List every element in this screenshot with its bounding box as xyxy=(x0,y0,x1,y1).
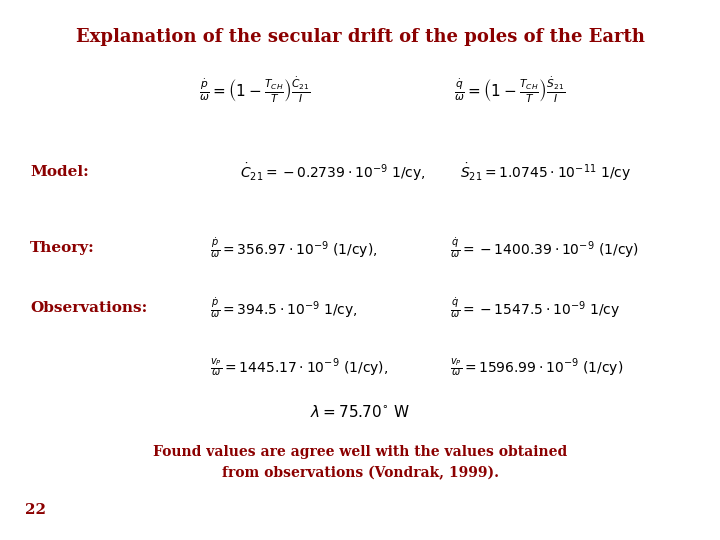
Text: 22: 22 xyxy=(25,503,46,517)
Text: Explanation of the secular drift of the poles of the Earth: Explanation of the secular drift of the … xyxy=(76,28,644,46)
Text: Model:: Model: xyxy=(30,165,89,179)
Text: $\dot{S}_{21} = 1.0745 \cdot 10^{-11}\ \mathrm{1/cy}$: $\dot{S}_{21} = 1.0745 \cdot 10^{-11}\ \… xyxy=(460,161,631,183)
Text: $\frac{v_P}{\omega} = 1445.17 \cdot 10^{-9}\ \mathrm{(1/cy),}$: $\frac{v_P}{\omega} = 1445.17 \cdot 10^{… xyxy=(210,357,388,379)
Text: $\frac{\dot{p}}{\omega} = 356.97 \cdot 10^{-9}\ \mathrm{(1/cy),}$: $\frac{\dot{p}}{\omega} = 356.97 \cdot 1… xyxy=(210,235,377,260)
Text: $\dot{C}_{21} = -0.2739 \cdot 10^{-9}\ \mathrm{1/cy,}$: $\dot{C}_{21} = -0.2739 \cdot 10^{-9}\ \… xyxy=(240,161,426,183)
Text: from observations (Vondrak, 1999).: from observations (Vondrak, 1999). xyxy=(222,466,498,480)
Text: $\frac{v_P}{\omega} = 1596.99 \cdot 10^{-9}\ \mathrm{(1/cy)}$: $\frac{v_P}{\omega} = 1596.99 \cdot 10^{… xyxy=(450,357,624,379)
Text: Theory:: Theory: xyxy=(30,241,95,255)
Text: Observations:: Observations: xyxy=(30,301,148,315)
Text: Found values are agree well with the values obtained: Found values are agree well with the val… xyxy=(153,445,567,459)
Text: $\lambda = 75.70^{\circ}\ \mathrm{W}$: $\lambda = 75.70^{\circ}\ \mathrm{W}$ xyxy=(310,404,410,420)
Text: $\frac{\dot{q}}{\omega} = -1547.5 \cdot 10^{-9}\ \mathrm{1/cy}$: $\frac{\dot{q}}{\omega} = -1547.5 \cdot … xyxy=(450,295,620,320)
Text: $\frac{\dot{q}}{\omega} = -1400.39 \cdot 10^{-9}\ \mathrm{(1/cy)}$: $\frac{\dot{q}}{\omega} = -1400.39 \cdot… xyxy=(450,235,639,260)
Text: $\frac{\dot{q}}{\omega} = \left(1 - \frac{T_{CH}}{T}\right)\frac{\dot{S}_{21}}{I: $\frac{\dot{q}}{\omega} = \left(1 - \fra… xyxy=(454,75,565,105)
Text: $\frac{\dot{p}}{\omega} = 394.5 \cdot 10^{-9}\ \mathrm{1/cy,}$: $\frac{\dot{p}}{\omega} = 394.5 \cdot 10… xyxy=(210,295,358,320)
Text: $\frac{\dot{p}}{\omega} = \left(1 - \frac{T_{CH}}{T}\right)\frac{\dot{C}_{21}}{I: $\frac{\dot{p}}{\omega} = \left(1 - \fra… xyxy=(199,75,311,105)
